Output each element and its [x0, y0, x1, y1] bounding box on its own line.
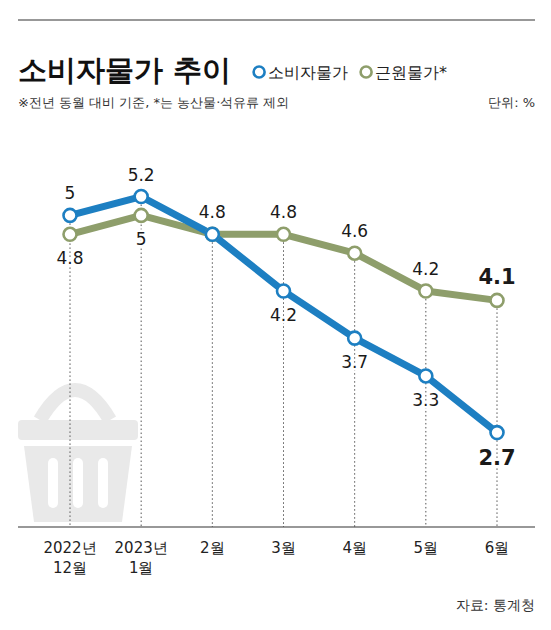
grid-line	[354, 253, 355, 527]
legend: 소비자물가 근원물가*	[254, 63, 448, 82]
x-tick-label-line: 6월	[485, 539, 510, 557]
x-tick-label-line: 3월	[271, 539, 296, 557]
x-tick-label: 2022년 12월	[43, 539, 96, 577]
data-label: 3.3	[412, 390, 439, 410]
x-tick-label-line: 12월	[53, 559, 87, 577]
x-tick-label-line: 1월	[129, 559, 154, 577]
data-labels: 5 4.8 5.2 5 4.8 4.2 4.8 3.7 4.6 3.3 4.2 2.7 4.1	[56, 165, 515, 471]
legend-label: 소비자물가	[268, 63, 348, 82]
series-marker	[419, 284, 432, 297]
basket-slot	[73, 458, 83, 508]
data-label: 3.7	[341, 352, 368, 372]
data-label: 4.2	[412, 259, 439, 279]
data-label: 4.1	[478, 265, 515, 289]
grid-line	[497, 300, 498, 527]
data-label: 4.8	[270, 202, 297, 222]
plot-marks	[64, 190, 504, 439]
basket-icon	[18, 390, 138, 522]
data-label: 4.8	[56, 248, 83, 268]
legend-label: 근원물가*	[375, 63, 447, 82]
series-marker	[348, 332, 361, 345]
data-label: 2.7	[478, 446, 515, 470]
subtitle: ※전년 동월 대비 기준, *는 농산물·석유류 제외	[18, 95, 289, 110]
source: 자료: 통계청	[456, 597, 535, 613]
unit: 단위: %	[488, 95, 535, 110]
x-tick-label: 2월	[200, 539, 225, 557]
chart: 소비자물가 추이 소비자물가 근원물가* ※전년 동월 대비 기준, *는 농산물·석…	[0, 0, 551, 630]
x-tick-label: 2023년 1월	[115, 539, 168, 577]
basket-handle	[40, 390, 110, 420]
x-tick-label-line: 5월	[414, 539, 439, 557]
basket-rim	[18, 420, 138, 440]
series-marker	[64, 209, 77, 222]
x-tick-label: 6월	[485, 539, 510, 557]
series-marker	[64, 228, 77, 241]
grid-line	[283, 234, 284, 527]
series-marker	[206, 228, 219, 241]
grid-line	[212, 234, 213, 527]
title: 소비자물가 추이	[18, 53, 231, 87]
basket-body	[24, 446, 132, 522]
x-tick-label: 4월	[342, 539, 367, 557]
series-line	[70, 197, 497, 433]
series-marker	[277, 228, 290, 241]
series-marker	[348, 247, 361, 260]
legend-marker	[361, 67, 372, 78]
series-marker	[135, 190, 148, 203]
top-rule	[18, 19, 535, 20]
series-line	[70, 215, 497, 300]
x-tick-label-line: 2022년	[43, 539, 96, 557]
basket-slot	[98, 458, 108, 508]
data-label: 5	[136, 229, 147, 249]
series-marker	[419, 369, 432, 382]
legend-marker	[254, 67, 265, 78]
series-marker	[206, 228, 219, 241]
x-tick-label: 5월	[414, 539, 439, 557]
x-tick-label: 3월	[271, 539, 296, 557]
data-label: 4.2	[270, 305, 297, 325]
data-label: 5.2	[128, 165, 155, 185]
series-marker	[277, 284, 290, 297]
x-tick-label-line: 2월	[200, 539, 225, 557]
x-tick-label-line: 2023년	[115, 539, 168, 557]
series-marker	[491, 294, 504, 307]
x-axis	[18, 526, 535, 527]
basket-slot	[48, 458, 58, 508]
data-label: 4.6	[341, 221, 368, 241]
series-marker	[491, 426, 504, 439]
data-label: 4.8	[199, 202, 226, 222]
x-tick-label-line: 4월	[342, 539, 367, 557]
data-label: 5	[65, 183, 76, 203]
series-marker	[135, 209, 148, 222]
